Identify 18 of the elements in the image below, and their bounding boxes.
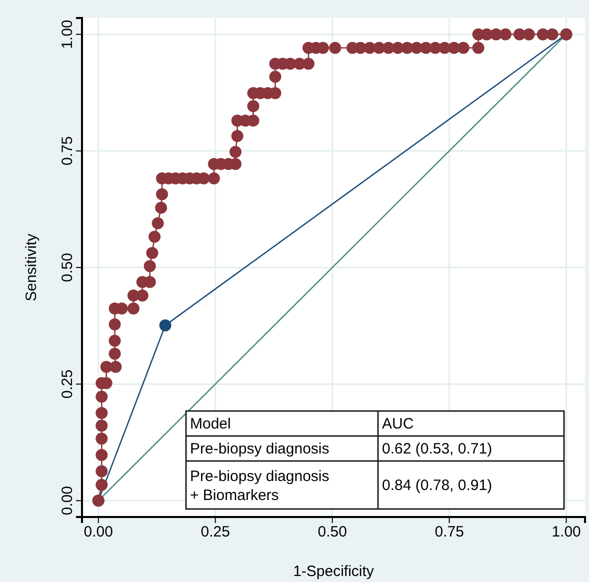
annotation: Model bbox=[190, 416, 231, 432]
y-tick-label: 1.00 bbox=[59, 20, 76, 49]
annotation: 0.84 (0.78, 0.91) bbox=[382, 477, 492, 494]
annotation: AUC bbox=[382, 416, 414, 432]
y-axis-title: Sensitivity bbox=[23, 233, 40, 302]
annotation: Pre-biopsy diagnosis bbox=[190, 440, 330, 458]
x-tick-label: 1.00 bbox=[552, 524, 581, 541]
y-tick-label: 0.25 bbox=[59, 369, 76, 399]
y-tick-label: 0.50 bbox=[59, 252, 76, 282]
y-tick-label: 0.75 bbox=[59, 136, 76, 166]
annotation: 0.62 (0.53, 0.71) bbox=[382, 440, 492, 458]
x-axis-title: 1-Specificity bbox=[293, 563, 374, 580]
x-tick-label: 0.25 bbox=[200, 524, 230, 541]
x-tick-label: 0.00 bbox=[84, 524, 113, 541]
y-tick-label: 0.00 bbox=[59, 486, 76, 516]
annotation: Pre-biopsy diagnosis + Biomarkers bbox=[190, 468, 330, 504]
x-tick-label: 0.50 bbox=[318, 524, 347, 541]
x-tick-label: 0.75 bbox=[434, 524, 464, 541]
